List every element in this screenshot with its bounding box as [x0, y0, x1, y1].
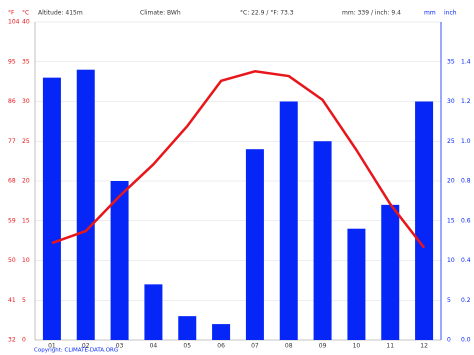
y-tick-label-c: 30 [22, 98, 30, 105]
climate: Climate: BWh [140, 10, 181, 17]
y2-tick-label-inch: 0.4 [461, 257, 471, 264]
bar [313, 141, 332, 340]
temperature-summary: °C: 22.9 / °F: 73.3 [240, 10, 294, 17]
x-tick-label: 12 [420, 343, 428, 350]
bar [110, 181, 129, 340]
y2-tick-label-inch: 1.2 [461, 98, 471, 105]
y2-tick-label-mm: 20 [447, 178, 455, 185]
y2-tick-label-inch: 1.4 [461, 58, 471, 65]
y-label-f: °F [8, 10, 15, 17]
x-tick-label: 03 [116, 343, 124, 350]
x-tick-label: 08 [285, 343, 293, 350]
bar [415, 101, 434, 340]
y-tick-label-f: 59 [8, 217, 16, 224]
bar [381, 204, 400, 340]
y2-tick-label-mm: 30 [447, 98, 455, 105]
y2-tick-label-inch: 0.2 [461, 297, 471, 304]
y-tick-label-f: 50 [8, 257, 16, 264]
y-tick-label-c: 10 [22, 257, 30, 264]
bar [76, 69, 95, 340]
y2-label-inch: inch [444, 10, 457, 17]
bar [245, 149, 264, 340]
altitude: Altitude: 415m [38, 10, 83, 17]
y2-tick-label-mm: 25 [447, 138, 455, 145]
y-tick-label-c: 40 [22, 19, 30, 26]
y2-tick-label-mm: 15 [447, 217, 455, 224]
y-tick-label-f: 77 [8, 138, 16, 145]
y2-tick-label-mm: 5 [447, 297, 451, 304]
y-tick-label-f: 41 [8, 297, 16, 304]
y-tick-label-c: 15 [22, 217, 30, 224]
y-tick-label-c: 25 [22, 138, 30, 145]
x-tick-label: 06 [217, 343, 225, 350]
bar [178, 316, 197, 340]
y2-label-mm: mm [424, 10, 436, 17]
y-tick-label-c: 35 [22, 58, 30, 65]
x-tick-label: 05 [183, 343, 191, 350]
y-tick-label-f: 68 [8, 178, 16, 185]
y2-tick-label-inch: 0.6 [461, 217, 471, 224]
y-tick-label-c: 0 [22, 337, 26, 344]
x-tick-label: 02 [82, 343, 90, 350]
x-tick-label: 07 [251, 343, 259, 350]
y2-tick-label-inch: 1.0 [461, 138, 471, 145]
y2-tick-label-mm: 35 [447, 58, 455, 65]
precipitation-summary: mm: 339 / inch: 9.4 [342, 10, 401, 17]
y2-tick-label-mm: 10 [447, 257, 455, 264]
copyright: Copyright: CLIMATE-DATA.ORG [34, 348, 118, 354]
y-tick-label-c: 20 [22, 178, 30, 185]
bar [279, 101, 298, 340]
y-tick-label-f: 95 [8, 58, 16, 65]
x-tick-label: 04 [150, 343, 158, 350]
x-tick-label: 10 [353, 343, 361, 350]
x-tick-label: 09 [319, 343, 327, 350]
y2-tick-label-inch: 0.8 [461, 178, 471, 185]
y-tick-label-f: 32 [8, 337, 16, 344]
y-tick-label-f: 104 [8, 19, 20, 26]
x-tick-label: 11 [386, 343, 394, 350]
y-tick-label-c: 5 [22, 297, 26, 304]
y2-tick-label-mm: 0 [447, 337, 451, 344]
bar [42, 77, 61, 341]
y2-tick-label-inch: 0.0 [461, 337, 471, 344]
y-label-c: °C [22, 10, 29, 17]
bar [347, 228, 366, 340]
bar [212, 324, 231, 340]
temperature-line [51, 70, 426, 249]
bar [144, 284, 163, 340]
y-tick-label-f: 86 [8, 98, 16, 105]
x-tick-label: 01 [48, 343, 56, 350]
